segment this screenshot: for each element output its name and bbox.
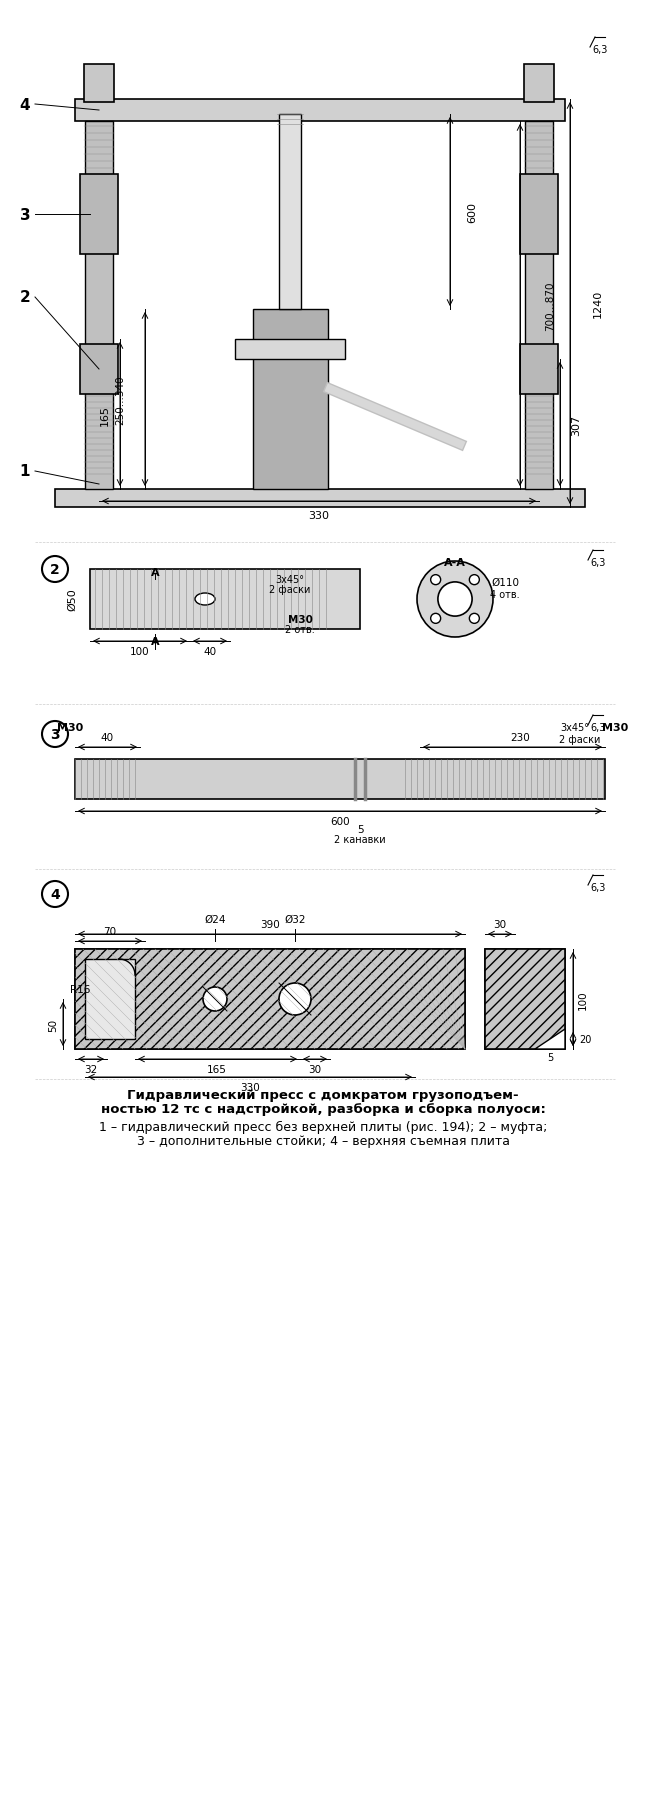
- Circle shape: [42, 557, 68, 583]
- Text: 1 – гидравлический пресс без верхней плиты (рис. 194); 2 – муфта;: 1 – гидравлический пресс без верхней пли…: [99, 1120, 547, 1133]
- Text: 250...340: 250...340: [115, 376, 125, 424]
- Text: 1: 1: [20, 464, 30, 480]
- Bar: [85, 960, 135, 1039]
- Text: R16: R16: [70, 985, 90, 994]
- Text: 100: 100: [130, 647, 150, 656]
- Circle shape: [42, 881, 68, 908]
- Text: 4: 4: [19, 97, 30, 113]
- Text: 230: 230: [510, 732, 530, 743]
- Text: 2: 2: [50, 563, 60, 577]
- Text: 32: 32: [84, 1064, 98, 1075]
- Text: 2 отв.: 2 отв.: [285, 624, 315, 635]
- Bar: [75, 101, 565, 122]
- Text: Ø110: Ø110: [491, 577, 519, 588]
- Text: 3x45°: 3x45°: [560, 723, 589, 732]
- Text: 100: 100: [578, 989, 588, 1009]
- Text: 30: 30: [494, 919, 507, 930]
- Text: 165: 165: [207, 1064, 227, 1075]
- Bar: [80, 345, 118, 396]
- Text: Ø32: Ø32: [284, 915, 306, 924]
- Text: 4 отв.: 4 отв.: [490, 590, 520, 601]
- Text: 6,3: 6,3: [590, 723, 606, 732]
- Text: A: A: [151, 636, 159, 647]
- Circle shape: [417, 561, 493, 638]
- Bar: [85, 122, 113, 489]
- Text: 307: 307: [571, 414, 581, 435]
- Text: 40: 40: [100, 732, 114, 743]
- Bar: [524, 65, 554, 102]
- Text: A: A: [151, 568, 159, 577]
- Text: 600: 600: [330, 816, 350, 827]
- Text: 2 фаски: 2 фаски: [559, 735, 600, 744]
- Text: 70: 70: [104, 926, 116, 937]
- Text: M30: M30: [57, 723, 83, 732]
- Circle shape: [431, 613, 441, 624]
- Polygon shape: [485, 949, 565, 1050]
- Text: M30: M30: [287, 615, 313, 624]
- Circle shape: [42, 721, 68, 748]
- Bar: [253, 309, 328, 489]
- Text: 3: 3: [19, 207, 30, 223]
- Text: 2 фаски: 2 фаски: [269, 584, 311, 595]
- Text: 6,3: 6,3: [590, 883, 606, 892]
- Ellipse shape: [195, 593, 215, 606]
- Circle shape: [469, 575, 479, 586]
- Text: 3x45°: 3x45°: [276, 575, 305, 584]
- Text: 3: 3: [50, 728, 60, 741]
- Text: M30: M30: [602, 723, 628, 732]
- Text: A-A: A-A: [444, 557, 466, 568]
- Text: 5: 5: [547, 1052, 553, 1063]
- Text: 5: 5: [356, 825, 364, 834]
- Text: 165: 165: [100, 405, 110, 426]
- Ellipse shape: [279, 984, 311, 1016]
- Text: 6,3: 6,3: [590, 557, 606, 568]
- Text: 6,3: 6,3: [592, 45, 608, 56]
- Bar: [80, 174, 118, 255]
- Text: 600: 600: [467, 201, 477, 223]
- Text: 30: 30: [309, 1064, 322, 1075]
- Bar: [279, 115, 301, 309]
- Text: Ø50: Ø50: [67, 588, 77, 611]
- Polygon shape: [535, 1030, 565, 1050]
- Circle shape: [469, 613, 479, 624]
- Text: 3 – дополнительные стойки; 4 – верхняя съемная плита: 3 – дополнительные стойки; 4 – верхняя с…: [137, 1135, 509, 1147]
- Text: ностью 12 тс с надстройкой, разборка и сборка полуоси:: ностью 12 тс с надстройкой, разборка и с…: [100, 1102, 545, 1115]
- Text: 2: 2: [19, 289, 30, 306]
- Bar: [520, 345, 558, 396]
- Text: 50: 50: [48, 1018, 58, 1030]
- Ellipse shape: [203, 987, 227, 1012]
- Bar: [90, 570, 360, 629]
- Bar: [235, 340, 345, 360]
- Polygon shape: [75, 949, 465, 1050]
- Text: 330: 330: [240, 1082, 260, 1093]
- Bar: [520, 174, 558, 255]
- Bar: [84, 65, 114, 102]
- Text: 700...870: 700...870: [545, 280, 555, 331]
- Text: 390: 390: [260, 919, 280, 930]
- Text: 1240: 1240: [593, 289, 603, 318]
- Text: 2 канавки: 2 канавки: [334, 834, 386, 845]
- Text: Гидравлический пресс с домкратом грузоподъем-: Гидравлический пресс с домкратом грузопо…: [127, 1088, 519, 1100]
- Text: 20: 20: [579, 1034, 591, 1045]
- Text: 40: 40: [203, 647, 217, 656]
- Text: 4: 4: [50, 888, 60, 901]
- Text: 330: 330: [309, 511, 329, 521]
- Bar: [75, 949, 465, 1050]
- Text: Ø24: Ø24: [204, 915, 226, 924]
- Circle shape: [438, 583, 472, 617]
- Bar: [525, 122, 553, 489]
- Circle shape: [431, 575, 441, 586]
- Bar: [75, 759, 605, 800]
- Bar: [55, 489, 585, 507]
- Bar: [485, 949, 565, 1050]
